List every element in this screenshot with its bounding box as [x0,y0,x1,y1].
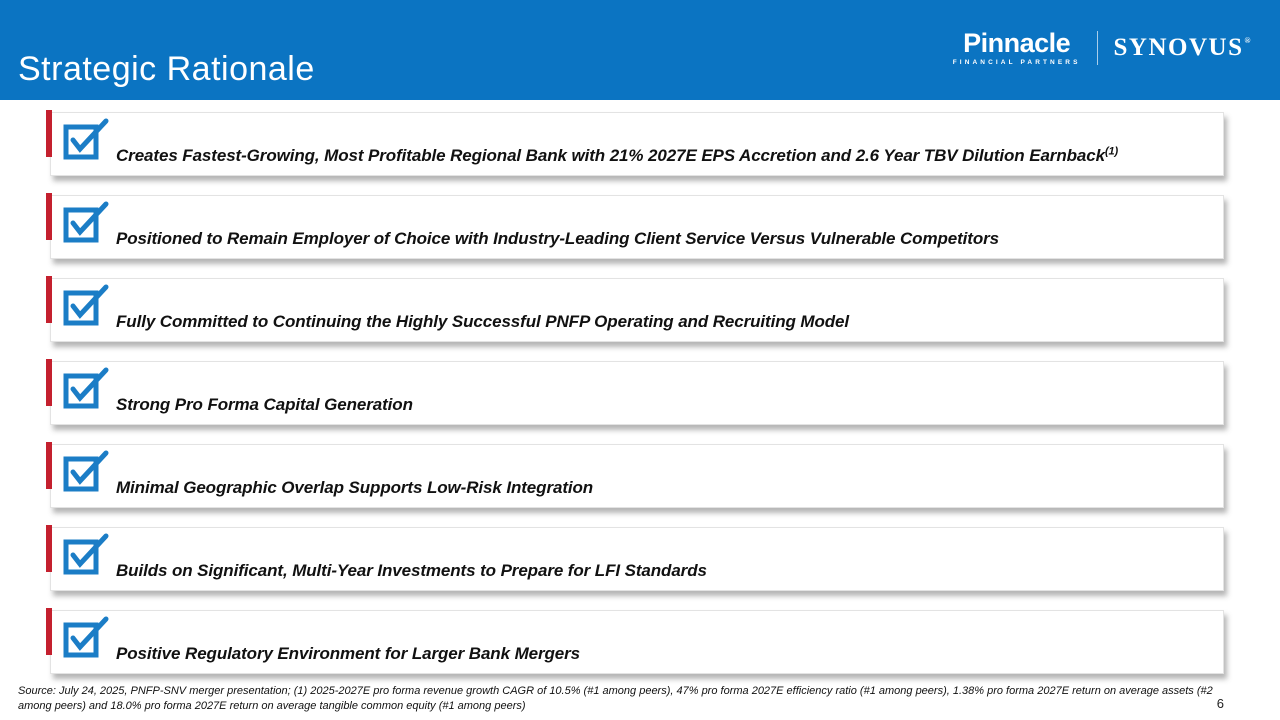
slide-header: Strategic Rationale Pinnacle FINANCIAL P… [0,0,1280,100]
page-title: Strategic Rationale [18,50,315,88]
checkbox-check-icon [63,201,109,243]
rationale-item-text: Strong Pro Forma Capital Generation [116,395,413,414]
rationale-item-text: Builds on Significant, Multi-Year Invest… [116,561,707,580]
checkbox-check-icon [63,118,109,160]
rationale-item: Builds on Significant, Multi-Year Invest… [46,525,1224,591]
red-accent-bar [46,359,52,406]
footnote-marker: (1) [1104,145,1119,158]
rationale-item-text: Positioned to Remain Employer of Choice … [116,229,1000,248]
synovus-logo: SYNOVUS ® [1114,34,1252,62]
checkbox-check-icon [63,284,109,326]
checkbox-check-icon [63,367,109,409]
rationale-list: Creates Fastest-Growing, Most Profitable… [46,110,1224,693]
checkbox-check-icon [63,533,109,575]
rationale-item: Positive Regulatory Environment for Larg… [46,608,1224,674]
red-accent-bar [46,193,52,240]
rationale-item-text: Creates Fastest-Growing, Most Profitable… [116,145,1119,165]
registered-trademark-symbol: ® [1244,36,1252,46]
checkbox-check-icon [63,450,109,492]
rationale-item: Creates Fastest-Growing, Most Profitable… [46,110,1224,176]
rationale-item-text: Fully Committed to Continuing the Highly… [116,312,850,331]
logo-group: Pinnacle FINANCIAL PARTNERS SYNOVUS ® [953,30,1252,67]
logo-divider [1096,31,1098,66]
red-accent-bar [46,608,52,655]
red-accent-bar [46,276,52,323]
rationale-item-text: Minimal Geographic Overlap Supports Low-… [116,478,594,497]
source-footnote: Source: July 24, 2025, PNFP-SNV merger p… [18,685,1213,712]
rationale-item: Fully Committed to Continuing the Highly… [46,276,1224,342]
pinnacle-logo-subtext: FINANCIAL PARTNERS [952,59,1081,66]
pinnacle-logo-name: Pinnacle [963,28,1071,58]
rationale-item: Strong Pro Forma Capital Generation [46,359,1224,425]
pinnacle-logo: Pinnacle FINANCIAL PARTNERS [953,30,1081,67]
red-accent-bar [46,110,52,157]
red-accent-bar [46,442,52,489]
rationale-item: Positioned to Remain Employer of Choice … [46,193,1224,259]
red-accent-bar [46,525,52,572]
rationale-item: Minimal Geographic Overlap Supports Low-… [46,442,1224,508]
page-number: 6 [1216,696,1224,711]
rationale-item-text: Positive Regulatory Environment for Larg… [116,644,581,663]
synovus-logo-name: SYNOVUS [1113,34,1244,62]
checkbox-check-icon [63,616,109,658]
